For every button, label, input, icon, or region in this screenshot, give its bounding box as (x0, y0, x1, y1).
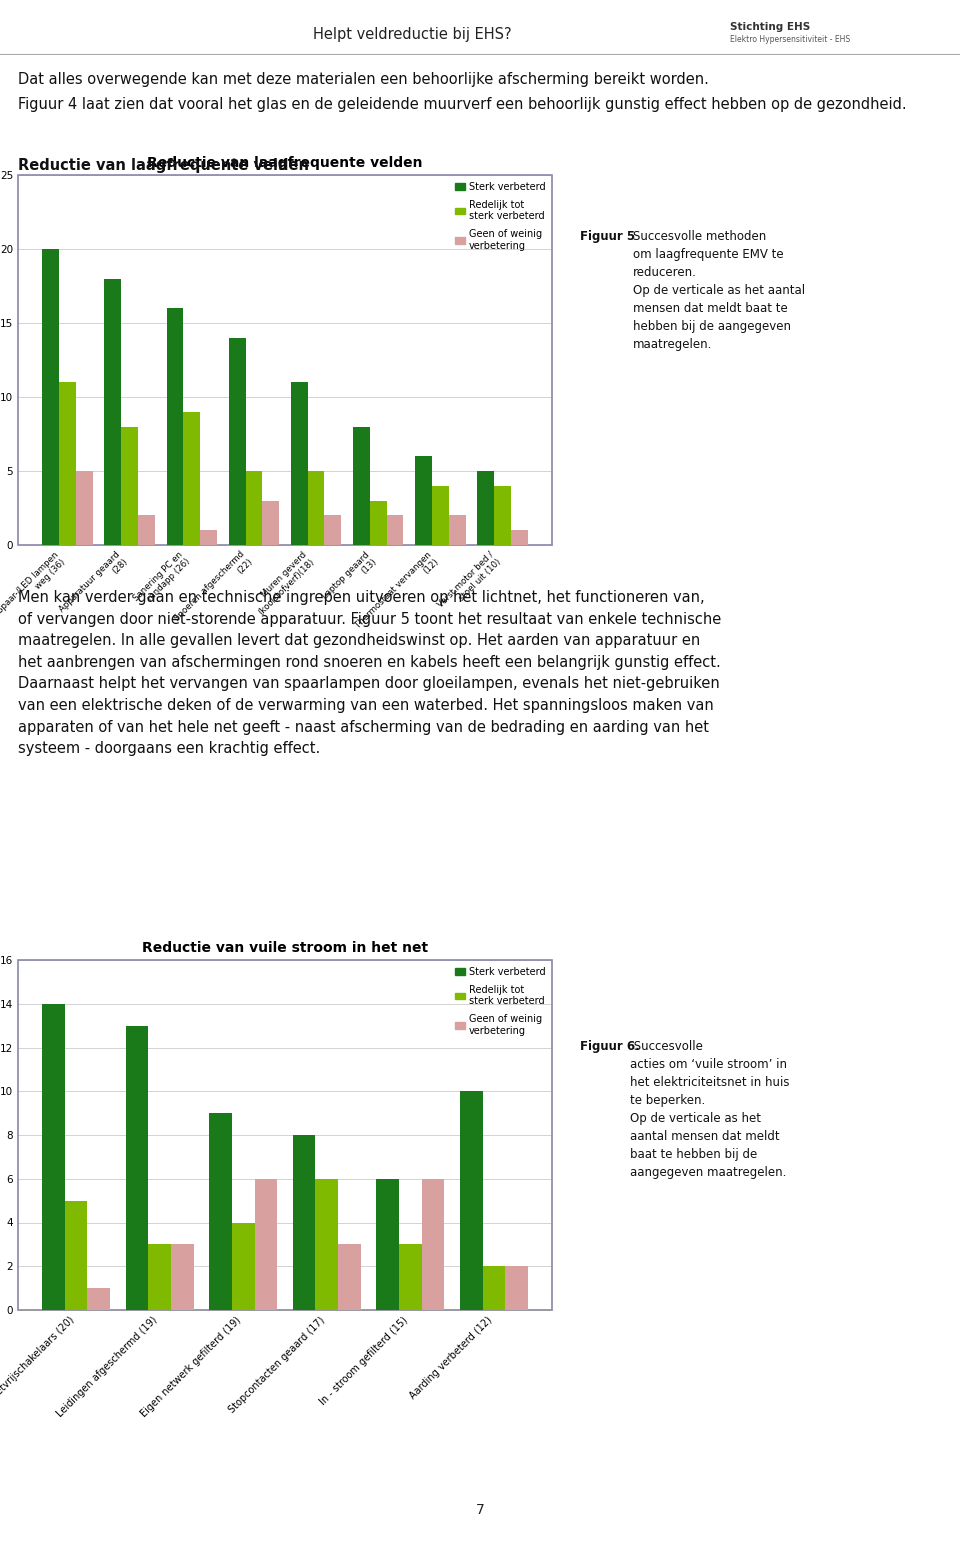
Bar (308, 470, 324, 545)
Text: Stichting EHS: Stichting EHS (730, 22, 810, 32)
Bar (232, 1222, 254, 1310)
Title: Reductie van vuile stroom in het net: Reductie van vuile stroom in het net (142, 941, 428, 954)
Bar (448, 515, 466, 545)
Bar (42, 1004, 65, 1310)
Bar (262, 501, 279, 545)
Bar (432, 486, 448, 545)
Bar (399, 1244, 421, 1310)
Text: Succesvolle
acties om ‘vuile stroom’ in
het elektriciteitsnet in huis
te beperke: Succesvolle acties om ‘vuile stroom’ in … (630, 1040, 789, 1179)
Bar (228, 337, 246, 545)
Bar (324, 515, 341, 545)
Bar (171, 1244, 194, 1310)
Text: Succesvolle methoden
om laagfrequente EMV te
reduceren.
Op de verticale as het a: Succesvolle methoden om laagfrequente EM… (633, 231, 804, 351)
Bar (60, 382, 76, 545)
Text: Elektro Hypersensitiviteit - EHS: Elektro Hypersensitiviteit - EHS (730, 36, 850, 43)
Legend: Sterk verbeterd, Redelijk tot
sterk verbeterd, Geen of weinig
verbetering: Sterk verbeterd, Redelijk tot sterk verb… (451, 962, 549, 1040)
Bar (65, 1200, 87, 1310)
Bar (121, 427, 138, 545)
Legend: Sterk verbeterd, Redelijk tot
sterk verbeterd, Geen of weinig
verbetering: Sterk verbeterd, Redelijk tot sterk verb… (451, 178, 549, 254)
Bar (209, 1114, 232, 1310)
Bar (353, 427, 370, 545)
Bar (138, 515, 155, 545)
Bar (387, 515, 403, 545)
Bar (494, 486, 511, 545)
Text: Figuur 5: Figuur 5 (580, 231, 639, 243)
Bar (183, 412, 200, 545)
Text: Dat alles overwegende kan met deze materialen een behoorlijke afscherming bereik: Dat alles overwegende kan met deze mater… (18, 73, 708, 87)
Bar (291, 382, 308, 545)
Bar (483, 1267, 505, 1310)
Text: Men kan verder gaan en technische ingrepen uitvoeren op het lichtnet, het functi: Men kan verder gaan en technische ingrep… (18, 589, 721, 756)
Bar (511, 531, 528, 545)
Bar (370, 501, 387, 545)
Bar (316, 1179, 338, 1310)
Bar (18, 961, 552, 1310)
Title: Reductie van laagfrequente velden: Reductie van laagfrequente velden (147, 156, 422, 170)
Text: Figuur 4 laat zien dat vooral het glas en de geleidende muurverf een behoorlijk : Figuur 4 laat zien dat vooral het glas e… (18, 97, 906, 111)
Bar (105, 278, 121, 545)
Text: Reductie van laagfrequente velden: Reductie van laagfrequente velden (18, 158, 309, 173)
Bar (76, 470, 92, 545)
Bar (460, 1091, 483, 1310)
Bar (246, 470, 262, 545)
Bar (167, 308, 183, 545)
Bar (416, 456, 432, 545)
Bar (376, 1179, 399, 1310)
Bar (254, 1179, 277, 1310)
Bar (505, 1267, 528, 1310)
Bar (338, 1244, 361, 1310)
Bar (87, 1289, 110, 1310)
Bar (18, 175, 552, 545)
Bar (477, 470, 494, 545)
Bar (126, 1026, 149, 1310)
Bar (149, 1244, 171, 1310)
Text: 7: 7 (475, 1504, 485, 1518)
Bar (200, 531, 217, 545)
Bar (42, 249, 60, 545)
Bar (293, 1135, 316, 1310)
Text: Helpt veldreductie bij EHS?: Helpt veldreductie bij EHS? (314, 28, 512, 42)
Bar (421, 1179, 444, 1310)
Text: Figuur 6.: Figuur 6. (580, 1040, 639, 1054)
